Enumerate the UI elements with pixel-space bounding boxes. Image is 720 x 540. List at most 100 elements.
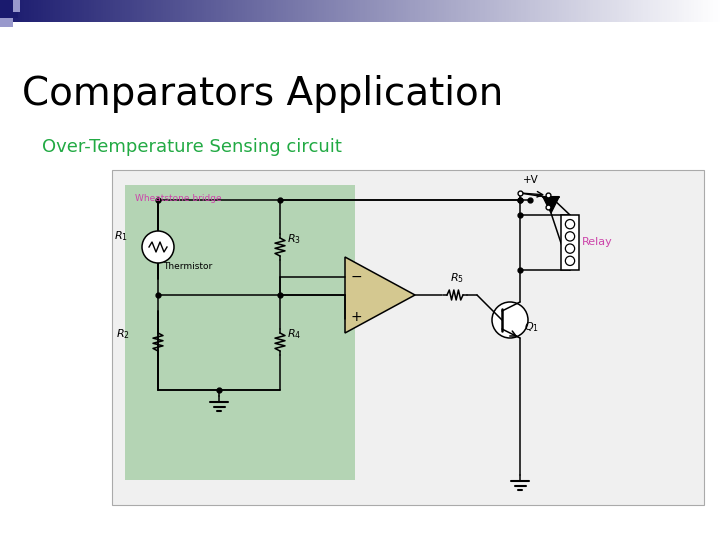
Bar — [585, 0, 589, 22]
Bar — [655, 0, 659, 22]
Bar — [365, 0, 368, 22]
Bar — [485, 0, 488, 22]
Bar — [415, 0, 418, 22]
Bar — [401, 0, 404, 22]
Bar — [490, 0, 493, 22]
Bar — [528, 0, 531, 22]
Bar — [631, 0, 634, 22]
Bar — [94, 0, 97, 22]
Bar — [432, 0, 436, 22]
Bar — [686, 0, 690, 22]
Bar — [79, 0, 83, 22]
Bar — [336, 0, 339, 22]
Bar — [146, 0, 150, 22]
Bar — [463, 0, 467, 22]
Bar — [189, 0, 193, 22]
Bar — [439, 0, 443, 22]
Bar — [369, 0, 373, 22]
Text: $R_4$: $R_4$ — [287, 327, 301, 341]
Text: +V: +V — [523, 175, 539, 185]
Bar — [214, 0, 217, 22]
Bar — [641, 0, 644, 22]
Bar — [598, 0, 601, 22]
Bar — [149, 0, 152, 22]
Bar — [55, 0, 58, 22]
Bar — [185, 0, 188, 22]
Bar — [677, 0, 680, 22]
Bar — [106, 0, 109, 22]
Bar — [444, 0, 447, 22]
Bar — [199, 0, 202, 22]
Bar — [266, 0, 270, 22]
Bar — [338, 0, 342, 22]
Bar — [329, 0, 332, 22]
Bar — [531, 0, 534, 22]
Bar — [233, 0, 236, 22]
Bar — [583, 0, 587, 22]
Bar — [648, 0, 652, 22]
Bar — [351, 0, 354, 22]
Bar — [288, 0, 292, 22]
Bar — [657, 0, 661, 22]
Bar — [549, 0, 553, 22]
Bar — [142, 0, 145, 22]
Bar — [499, 0, 503, 22]
Bar — [626, 0, 630, 22]
Bar — [360, 0, 364, 22]
Bar — [197, 0, 200, 22]
Bar — [353, 0, 356, 22]
Bar — [254, 0, 258, 22]
Bar — [497, 0, 500, 22]
Bar — [333, 0, 337, 22]
Bar — [243, 0, 246, 22]
Bar — [127, 0, 130, 22]
Bar — [689, 0, 692, 22]
Bar — [679, 0, 683, 22]
Bar — [538, 0, 541, 22]
Bar — [130, 0, 133, 22]
Text: $R_3$: $R_3$ — [287, 232, 301, 246]
Bar — [122, 0, 126, 22]
Bar — [283, 0, 287, 22]
Bar — [607, 0, 611, 22]
Bar — [307, 0, 310, 22]
Bar — [151, 0, 155, 22]
Bar — [643, 0, 647, 22]
Bar — [454, 0, 457, 22]
Text: Thermistor: Thermistor — [163, 262, 212, 271]
Bar — [120, 0, 123, 22]
Bar — [264, 0, 267, 22]
Bar — [235, 0, 238, 22]
Bar — [290, 0, 294, 22]
Bar — [117, 0, 121, 22]
Bar — [274, 0, 277, 22]
Bar — [559, 0, 562, 22]
Bar — [653, 0, 656, 22]
Bar — [322, 0, 325, 22]
Bar — [545, 0, 548, 22]
Bar — [480, 0, 483, 22]
Bar — [276, 0, 279, 22]
Bar — [86, 0, 90, 22]
Bar — [115, 0, 119, 22]
Bar — [593, 0, 596, 22]
Bar — [578, 0, 582, 22]
Bar — [706, 0, 709, 22]
Bar — [509, 0, 512, 22]
Bar — [389, 0, 392, 22]
Bar — [511, 0, 515, 22]
Bar — [67, 0, 71, 22]
Bar — [343, 0, 346, 22]
Bar — [540, 0, 544, 22]
Bar — [221, 0, 224, 22]
Bar — [12, 0, 15, 22]
Text: $R_5$: $R_5$ — [450, 271, 464, 285]
Bar — [293, 0, 296, 22]
Bar — [211, 0, 215, 22]
Bar — [561, 215, 579, 270]
Bar — [45, 0, 49, 22]
Bar — [223, 0, 227, 22]
Bar — [470, 0, 474, 22]
Bar — [533, 0, 536, 22]
Bar — [17, 0, 20, 22]
